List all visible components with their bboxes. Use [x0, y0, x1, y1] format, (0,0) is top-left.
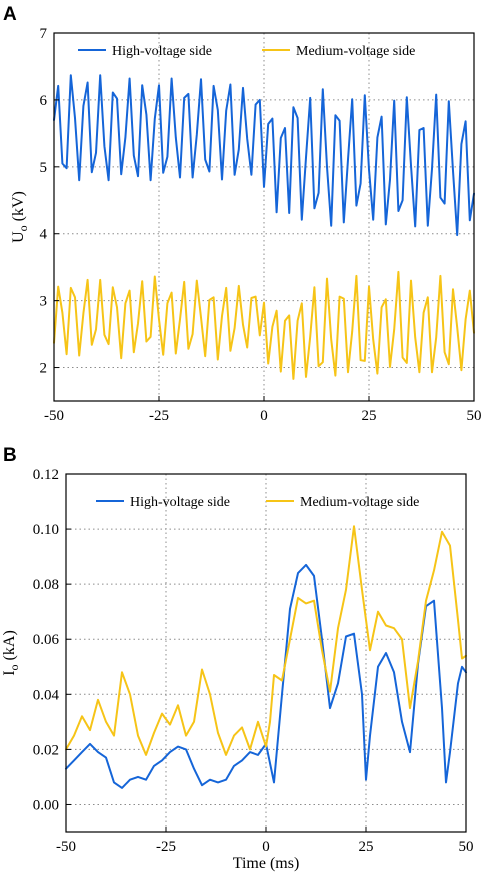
plot-frame — [65, 473, 467, 833]
panel-B: B -50 -25 0 25 50 0.00 0.02 0.04 0.06 0.08 0.10 0.12… — [1, 445, 474, 872]
legend-label-high: High-voltage side — [130, 495, 230, 510]
y-tick-label: 7 — [40, 26, 48, 42]
legend-label-high: High-voltage side — [112, 44, 212, 59]
y-axis-label-unit: (kA) — [1, 630, 18, 664]
x-tick-label: -25 — [156, 839, 176, 855]
series-line-high — [65, 563, 467, 789]
y-axis-label-subscript: o — [16, 225, 30, 231]
y-axis-label-main: I — [1, 670, 18, 675]
x-tick-label: 50 — [467, 408, 482, 424]
y-tick-label: 0.08 — [33, 577, 59, 593]
x-tick-label: 50 — [459, 839, 474, 855]
y-tick-label: 0.12 — [33, 467, 59, 483]
panel-letter: A — [3, 4, 17, 25]
y-tick-label: 2 — [40, 361, 48, 377]
x-tick-label: 0 — [260, 408, 268, 424]
series-line-medium — [65, 525, 467, 756]
panel-A: A -50 -25 0 25 50 2 3 4 5 6 7 Uo (kV) High-voltage si… — [3, 4, 482, 424]
x-tick-label: -50 — [56, 839, 76, 855]
legend-label-medium: Medium-voltage side — [296, 44, 415, 59]
legend: High-voltage side Medium-voltage side — [78, 44, 415, 59]
y-tick-label: 5 — [40, 160, 48, 176]
series-line-high — [53, 74, 475, 237]
y-axis-label-subscript: o — [7, 664, 21, 670]
y-axis-label: Uo (kV) — [10, 191, 30, 243]
y-axis-label: Io (kA) — [1, 630, 21, 676]
x-tick-label: -50 — [44, 408, 64, 424]
x-tick-label: 0 — [262, 839, 270, 855]
panel-letter: B — [3, 445, 17, 466]
x-tick-label: 25 — [362, 408, 377, 424]
y-tick-label: 6 — [40, 93, 48, 109]
y-tick-label: 0.04 — [33, 687, 60, 703]
x-axis-label: Time (ms) — [233, 855, 300, 872]
y-tick-label: 0.00 — [33, 797, 59, 813]
legend-label-medium: Medium-voltage side — [300, 495, 419, 510]
y-tick-label: 0.02 — [33, 742, 59, 758]
x-tick-label: -25 — [149, 408, 169, 424]
y-axis-label-main: U — [10, 231, 27, 243]
y-axis-label-unit: (kV) — [10, 191, 27, 225]
legend: High-voltage side Medium-voltage side — [96, 495, 419, 510]
y-tick-label: 0.06 — [33, 632, 60, 648]
series-line-medium — [53, 270, 475, 380]
x-tick-label: 25 — [359, 839, 374, 855]
y-tick-label: 0.10 — [33, 522, 59, 538]
y-tick-label: 3 — [40, 294, 48, 310]
y-tick-label: 4 — [40, 227, 48, 243]
